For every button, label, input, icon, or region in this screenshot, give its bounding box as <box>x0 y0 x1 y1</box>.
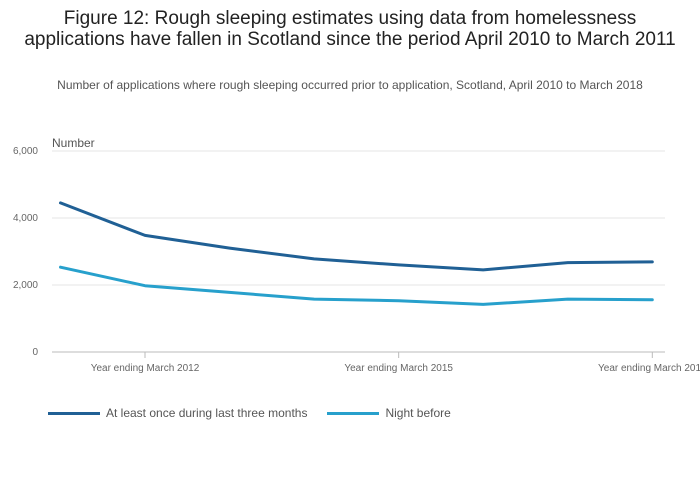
legend-swatch-at-least-once <box>48 411 100 415</box>
chart-subtitle: Number of applications where rough sleep… <box>57 78 643 92</box>
x-tick-label: Year ending March 2015 <box>344 363 453 374</box>
x-tick-label: Year ending March 2012 <box>91 363 200 374</box>
y-axis-unit-label: Number <box>52 136 95 150</box>
chart-title: Figure 12: Rough sleeping estimates usin… <box>24 8 676 50</box>
series-line-0[interactable] <box>59 201 654 272</box>
gridlines <box>52 150 665 286</box>
legend-label-night-before: Night before <box>385 406 451 420</box>
legend-item-night-before[interactable]: Night before <box>327 406 451 420</box>
series-lines <box>59 201 654 306</box>
y-tick-label: 6,000 <box>13 146 38 157</box>
y-tick-label: 0 <box>32 347 38 358</box>
legend-swatch-night-before <box>327 411 380 415</box>
legend-item-at-least-once[interactable]: At least once during last three months <box>48 406 307 420</box>
x-tick-label: Year ending March 2018 <box>598 363 700 374</box>
legend: At least once during last three months N… <box>48 406 471 420</box>
line-chart: 0 2,000 4,000 6,000 Year ending March 2012 Ye… <box>13 136 700 374</box>
y-tick-label: 4,000 <box>13 213 38 224</box>
legend-label-at-least-once: At least once during last three months <box>106 406 308 420</box>
axes: 0 2,000 4,000 6,000 Year ending March 2012 Ye… <box>13 146 700 374</box>
series-line-1[interactable] <box>59 265 654 306</box>
y-tick-label: 2,000 <box>13 280 38 291</box>
